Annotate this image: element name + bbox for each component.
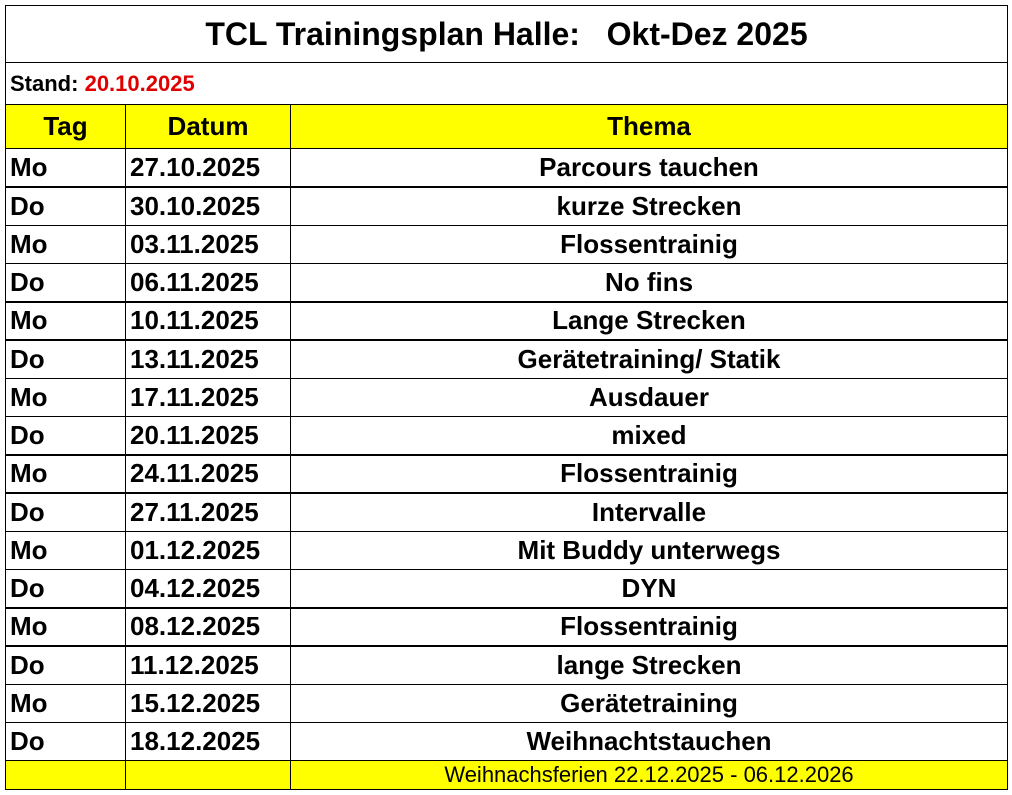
thema-cell: Weihnachtstauchen [290,721,1008,762]
tag-cell: Mo [5,148,126,188]
thema-cell: Gerätetraining/ Statik [290,339,1008,379]
thema-cell: Ausdauer [290,377,1008,418]
datum-cell: 30.10.2025 [125,186,291,226]
header-cell: Datum [125,104,291,149]
header-cell: Tag [5,104,126,149]
thema-cell: No fins [290,262,1008,303]
tag-cell: Mo [5,683,126,724]
footer-note: Weihnachsferien 22.12.2025 - 06.12.2026 [290,760,1008,790]
datum-cell: 03.11.2025 [125,224,291,265]
datum-cell: 13.11.2025 [125,339,291,379]
thema-cell: Flossentrainig [290,607,1008,647]
header-cell: Thema [290,104,1008,149]
datum-cell: 18.12.2025 [125,721,291,762]
tag-cell: Mo [5,530,126,571]
tag-cell: Mo [5,224,126,265]
thema-cell: Gerätetraining [290,683,1008,724]
tag-cell: Do [5,645,126,685]
datum-cell: 20.11.2025 [125,415,291,456]
tag-cell: Do [5,186,126,226]
tag-cell: Do [5,262,126,303]
title: TCL Trainingsplan Halle: Okt-Dez 2025 [5,5,1008,63]
thema-cell: Mit Buddy unterwegs [290,530,1008,571]
tag-cell: Do [5,339,126,379]
tag-cell: Mo [5,454,126,494]
footer-cell [5,760,126,790]
tag-cell: Do [5,568,126,609]
datum-cell: 11.12.2025 [125,645,291,685]
thema-cell: Intervalle [290,492,1008,532]
tag-cell: Do [5,415,126,456]
datum-cell: 17.11.2025 [125,377,291,418]
tag-cell: Do [5,721,126,762]
tag-cell: Mo [5,607,126,647]
thema-cell: Flossentrainig [290,224,1008,265]
datum-cell: 04.12.2025 [125,568,291,609]
datum-cell: 24.11.2025 [125,454,291,494]
datum-cell: 27.10.2025 [125,148,291,188]
tag-cell: Do [5,492,126,532]
stand-label: Stand: [10,70,79,96]
thema-cell: Lange Strecken [290,301,1008,341]
datum-cell: 10.11.2025 [125,301,291,341]
stand-row: Stand: 20.10.2025 [5,62,1008,105]
datum-cell: 08.12.2025 [125,607,291,647]
thema-cell: DYN [290,568,1008,609]
thema-cell: Parcours tauchen [290,148,1008,188]
thema-cell: Flossentrainig [290,454,1008,494]
thema-cell: lange Strecken [290,645,1008,685]
tag-cell: Mo [5,301,126,341]
footer-cell [125,760,291,790]
thema-cell: mixed [290,415,1008,456]
tag-cell: Mo [5,377,126,418]
datum-cell: 27.11.2025 [125,492,291,532]
datum-cell: 01.12.2025 [125,530,291,571]
datum-cell: 15.12.2025 [125,683,291,724]
stand-date: 20.10.2025 [84,70,195,96]
thema-cell: kurze Strecken [290,186,1008,226]
datum-cell: 06.11.2025 [125,262,291,303]
